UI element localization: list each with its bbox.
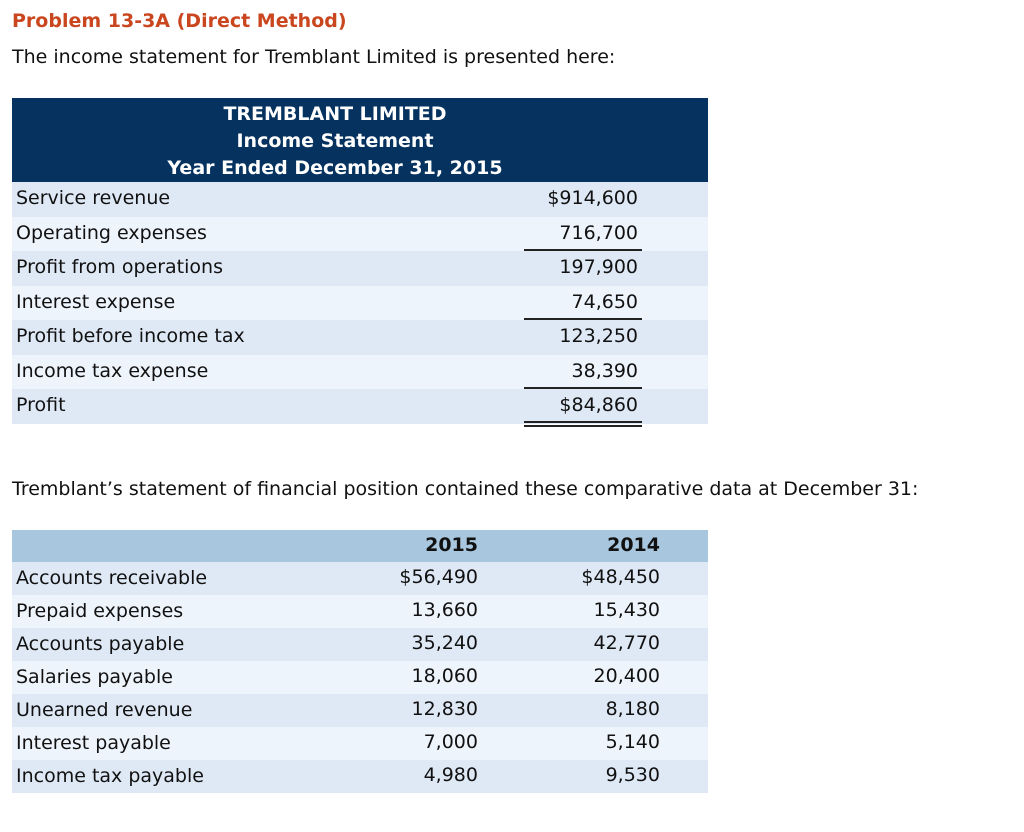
row-label: Interest expense — [16, 290, 176, 313]
table-row: Profit before income tax 123,250 — [12, 320, 708, 355]
row-label: Accounts payable — [16, 633, 185, 655]
value-2015: 35,240 — [411, 632, 478, 654]
column-header-2015: 2015 — [425, 534, 478, 556]
comparative-table: 2015 2014 Accounts receivable $56,490 $48,… — [12, 530, 708, 793]
comparative-intro-text: Tremblant’s statement of financial posit… — [12, 478, 919, 500]
underline — [524, 387, 642, 389]
row-label: Salaries payable — [16, 666, 173, 688]
value-2014: 9,530 — [605, 764, 660, 786]
row-label: Income tax payable — [16, 765, 204, 787]
value-2015: 18,060 — [411, 665, 478, 687]
column-header-2014: 2014 — [607, 534, 660, 556]
row-value: $84,860 — [559, 394, 638, 416]
table-row: Profit from operations 197,900 — [12, 251, 708, 286]
row-label: Profit before income tax — [16, 325, 245, 347]
row-label: Prepaid expenses — [16, 600, 184, 622]
row-value: $914,600 — [547, 187, 638, 209]
company-name: TREMBLANT LIMITED — [223, 103, 447, 125]
value-2015: 7,000 — [423, 731, 478, 753]
income-statement-header: TREMBLANT LIMITED Income Statement Year … — [12, 98, 708, 182]
row-label: Profit — [16, 394, 66, 416]
row-value: 197,900 — [559, 256, 638, 278]
value-2015: 12,830 — [411, 698, 478, 720]
table-row: Profit $84,860 — [12, 389, 708, 427]
row-label: Income tax expense — [16, 359, 209, 382]
comparative-header: 2015 2014 — [12, 530, 708, 562]
table-row: Accounts payable 35,240 42,770 — [12, 628, 708, 661]
table-row: Interest payable 7,000 5,140 — [12, 727, 708, 760]
value-2015: 13,660 — [411, 599, 478, 621]
value-2014: 15,430 — [593, 599, 660, 621]
row-value: 716,700 — [559, 221, 638, 244]
table-row: Interest expense 74,650 — [12, 285, 708, 320]
statement-period: Year Ended December 31, 2015 — [167, 157, 503, 179]
value-2014: 20,400 — [593, 665, 660, 687]
value-2015: $56,490 — [399, 566, 478, 588]
row-label: Profit from operations — [16, 256, 223, 278]
table-row: Salaries payable 18,060 20,400 — [12, 661, 708, 694]
intro-text: The income statement for Tremblant Limit… — [12, 46, 616, 68]
table-row: Operating expenses 716,700 — [12, 216, 708, 251]
row-label: Operating expenses — [16, 221, 207, 244]
row-label: Service revenue — [16, 187, 171, 209]
row-label: Accounts receivable — [16, 567, 208, 589]
row-value: 38,390 — [571, 359, 638, 382]
double-underline — [524, 420, 642, 427]
row-value: 74,650 — [571, 290, 638, 313]
value-2014: 5,140 — [605, 731, 660, 753]
underline — [524, 318, 642, 320]
value-2015: 4,980 — [423, 764, 478, 786]
table-row: Prepaid expenses 13,660 15,430 — [12, 595, 708, 628]
table-row: Unearned revenue 12,830 8,180 — [12, 694, 708, 727]
problem-title: Problem 13-3A (Direct Method) — [12, 10, 347, 32]
table-row: Accounts receivable $56,490 $48,450 — [12, 562, 708, 595]
table-row: Income tax payable 4,980 9,530 — [12, 760, 708, 793]
table-row: Income tax expense 38,390 — [12, 354, 708, 389]
statement-name: Income Statement — [236, 130, 434, 152]
income-statement-table: TREMBLANT LIMITED Income Statement Year … — [12, 98, 708, 427]
value-2014: $48,450 — [581, 566, 660, 588]
underline — [524, 249, 642, 251]
table-row: Service revenue $914,600 — [12, 182, 708, 217]
row-label: Unearned revenue — [16, 699, 193, 721]
row-value: 123,250 — [559, 325, 638, 347]
value-2014: 42,770 — [593, 632, 660, 654]
row-label: Interest payable — [16, 732, 171, 754]
value-2014: 8,180 — [605, 698, 660, 720]
